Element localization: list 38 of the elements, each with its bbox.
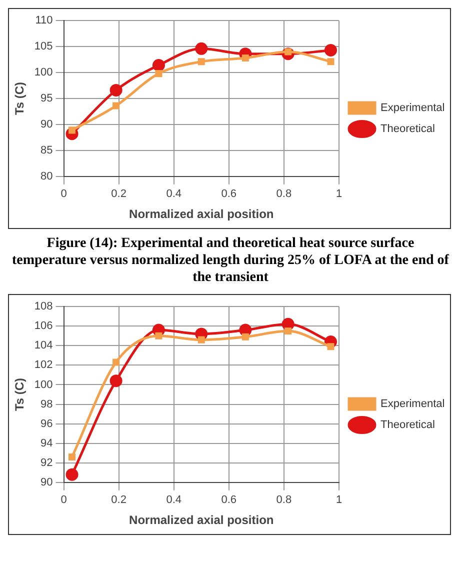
y-tick-label: 94 <box>40 437 53 450</box>
y-tick-label: 80 <box>40 170 53 182</box>
y-tick-label: 90 <box>40 476 53 488</box>
y-tick-label: 102 <box>34 359 53 372</box>
x-tick-label: 0.2 <box>111 494 126 506</box>
legend-label: Theoretical <box>380 419 435 432</box>
x-tick-label: 0.8 <box>276 188 292 200</box>
x-tick-label: 0.6 <box>221 188 237 200</box>
legend-label: Experimental <box>380 102 445 114</box>
x-tick-label: 0.4 <box>166 494 182 506</box>
y-tick-label: 100 <box>34 378 53 391</box>
x-tick-label: 0 <box>60 494 67 506</box>
y-tick-label: 92 <box>40 456 53 469</box>
y-tick-label: 85 <box>40 144 53 156</box>
x-axis-title: Normalized axial position <box>129 207 274 222</box>
y-tick-label: 110 <box>35 14 53 27</box>
text: Figure (14): Experimental and theoretical heat source surface temperature versus normalized length during 25% of LOFA at the end of the transient <box>12 235 449 286</box>
x-tick-label: 0.6 <box>221 494 237 506</box>
y-tick-label: 100 <box>34 66 53 79</box>
x-tick-label: 0.2 <box>111 188 126 200</box>
x-tick-label: 0.4 <box>166 188 182 200</box>
x-axis-title: Normalized axial position <box>129 513 274 528</box>
y-tick-label: 108 <box>34 300 53 313</box>
y-tick-label: 104 <box>34 340 53 352</box>
x-tick-label: 0.8 <box>276 494 292 506</box>
x-tick-label: 1 <box>336 188 342 200</box>
y-axis-title: Ts (C) <box>12 378 27 412</box>
x-tick-label: 1 <box>336 494 342 506</box>
x-tick-label: 0 <box>60 188 67 200</box>
y-axis-title: Ts (C) <box>12 82 27 116</box>
y-tick-label: 98 <box>40 398 53 410</box>
y-tick-label: 105 <box>34 40 53 53</box>
legend-label: Experimental <box>380 398 445 410</box>
y-tick-label: 106 <box>34 320 53 332</box>
legend-label: Theoretical <box>380 123 435 136</box>
y-tick-label: 96 <box>40 418 53 430</box>
y-tick-label: 90 <box>40 118 53 130</box>
y-tick-label: 95 <box>40 92 53 105</box>
